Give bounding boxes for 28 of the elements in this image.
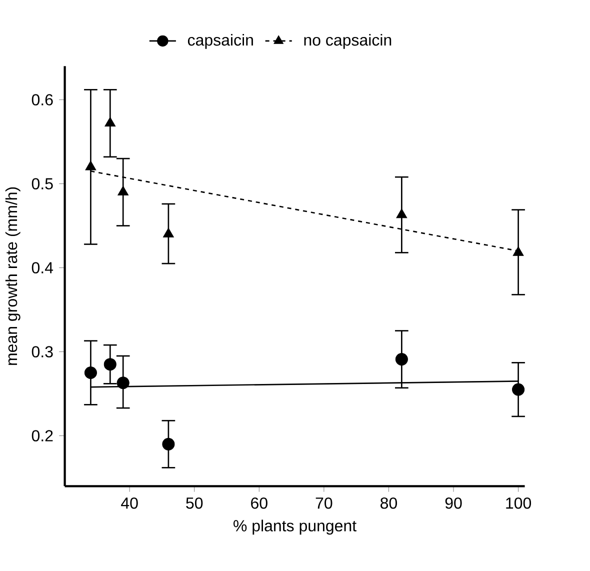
x-tick-label: 100 — [506, 497, 532, 509]
y-tick-label: 0.4 — [32, 262, 54, 274]
x-tick-label: 40 — [121, 497, 138, 509]
point — [104, 358, 116, 371]
point — [395, 353, 408, 366]
legend-label: capsaicin — [188, 34, 253, 49]
point — [118, 186, 129, 196]
point — [396, 208, 408, 218]
point — [512, 383, 525, 396]
point — [116, 376, 130, 390]
y-tick-label: 0.2 — [32, 430, 53, 442]
point — [85, 160, 96, 170]
point — [84, 366, 97, 380]
x-tick-label: 80 — [380, 497, 397, 509]
y-tick-label: 0.6 — [32, 94, 53, 106]
point — [162, 438, 175, 450]
point — [162, 228, 174, 238]
legend-label: no capsaicin — [304, 34, 392, 49]
x-tick-label: 50 — [186, 497, 203, 509]
point — [104, 117, 116, 127]
x-tick-label: 60 — [251, 497, 268, 509]
y-tick-label: 0.3 — [32, 346, 53, 358]
x-tick-label: 90 — [445, 497, 462, 509]
y-axis-title: mean growth rate (mm/h) — [5, 187, 20, 365]
x-axis-title: % plants pungent — [234, 520, 356, 535]
point — [512, 246, 524, 256]
x-tick-label: 70 — [316, 497, 332, 509]
y-tick-label: 0.5 — [32, 178, 53, 190]
